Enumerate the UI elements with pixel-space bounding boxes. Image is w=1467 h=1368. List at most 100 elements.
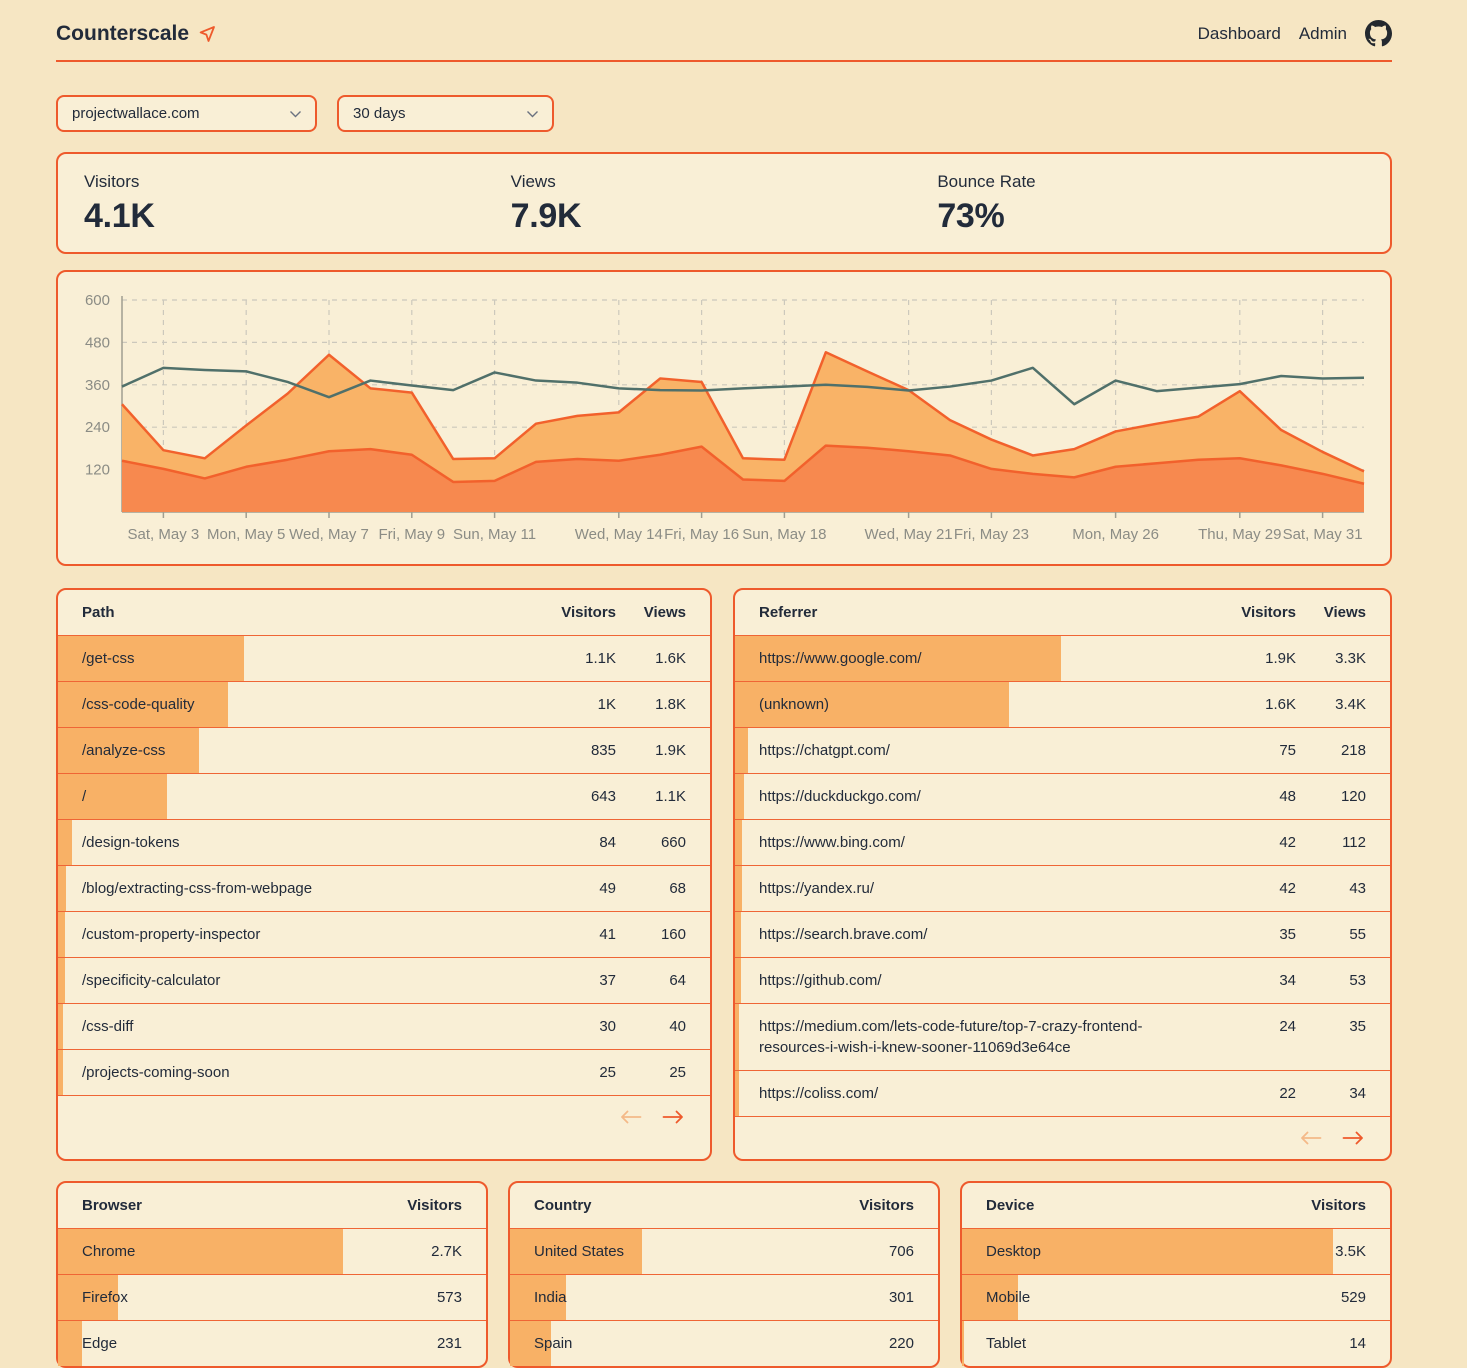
svg-text:Sun, May 18: Sun, May 18: [742, 526, 826, 543]
table-row[interactable]: https://duckduckgo.com/ 48 120: [735, 773, 1390, 819]
row-label: /specificity-calculator: [82, 972, 221, 989]
row-bar: [735, 636, 1061, 681]
row-label: https://duckduckgo.com/: [759, 788, 921, 805]
table-row[interactable]: /css-code-quality 1K 1.8K: [58, 681, 710, 727]
row-views: 68: [669, 880, 686, 897]
table-row[interactable]: Tablet 14: [962, 1320, 1390, 1366]
row-views: 160: [660, 926, 686, 943]
table-row[interactable]: Firefox 573: [58, 1274, 486, 1320]
table-row[interactable]: United States 706: [510, 1228, 938, 1274]
table-row[interactable]: /projects-coming-soon 25 25: [58, 1049, 710, 1095]
prev-page-button[interactable]: [1298, 1129, 1324, 1147]
row-visitors: 30: [599, 1018, 616, 1035]
table-body: https://www.google.com/ 1.9K 3.3K (unkno…: [735, 635, 1390, 1116]
site-select[interactable]: projectwallace.com: [56, 95, 317, 132]
row-bar: [735, 728, 749, 773]
table-row[interactable]: /design-tokens 84 660: [58, 819, 710, 865]
svg-text:Sun, May 11: Sun, May 11: [453, 526, 536, 543]
table-row[interactable]: /css-diff 30 40: [58, 1003, 710, 1049]
row-bar: [58, 1321, 83, 1366]
table-row[interactable]: https://medium.com/lets-code-future/top-…: [735, 1003, 1390, 1070]
row-visitors: 529: [1340, 1289, 1366, 1306]
nav-dashboard[interactable]: Dashboard: [1197, 23, 1281, 43]
table-row[interactable]: https://yandex.ru/ 42 43: [735, 865, 1390, 911]
table-row[interactable]: /analyze-css 835 1.9K: [58, 727, 710, 773]
row-bar: [735, 958, 741, 1003]
table-row[interactable]: Spain 220: [510, 1320, 938, 1366]
row-visitors: 3.5K: [1335, 1243, 1366, 1260]
table-body: United States 706 India 301 Spain 220: [510, 1228, 938, 1366]
svg-text:600: 600: [85, 292, 110, 309]
row-bar: [58, 728, 200, 773]
row-visitors: 835: [590, 742, 616, 759]
row-visitors: 42: [1279, 880, 1296, 897]
table-row[interactable]: https://www.bing.com/ 42 112: [735, 819, 1390, 865]
svg-text:Sat, May 3: Sat, May 3: [128, 526, 200, 543]
row-label: /blog/extracting-css-from-webpage: [82, 880, 313, 897]
prev-page-button[interactable]: [618, 1108, 644, 1126]
row-label: /: [82, 788, 87, 805]
row-views: 3.3K: [1335, 650, 1366, 667]
svg-text:Fri, May 9: Fri, May 9: [378, 526, 445, 543]
row-views: 1.9K: [655, 742, 686, 759]
table-row[interactable]: https://github.com/ 34 53: [735, 957, 1390, 1003]
github-link[interactable]: [1365, 20, 1392, 47]
row-views: 660: [660, 834, 686, 851]
svg-text:Mon, May 5: Mon, May 5: [207, 526, 285, 543]
row-bar: [58, 912, 66, 957]
filter-bar: projectwallace.com 30 days: [56, 95, 1392, 132]
nav-admin[interactable]: Admin: [1298, 23, 1347, 43]
table-row[interactable]: Mobile 529: [962, 1274, 1390, 1320]
row-bar: [58, 682, 228, 727]
table-row[interactable]: /specificity-calculator 37 64: [58, 957, 710, 1003]
chevron-down-icon: [290, 110, 301, 117]
stat-value: 73%: [937, 197, 1005, 235]
table-header: Browser Visitors: [58, 1183, 486, 1228]
row-label: Firefox: [82, 1289, 128, 1306]
table-row[interactable]: /blog/extracting-css-from-webpage 49 68: [58, 865, 710, 911]
row-label: India: [534, 1289, 567, 1306]
table-row[interactable]: / 643 1.1K: [58, 773, 710, 819]
row-label: https://yandex.ru/: [759, 880, 875, 897]
row-visitors: 25: [599, 1064, 616, 1081]
chevron-down-icon: [527, 110, 538, 117]
table-row[interactable]: https://chatgpt.com/ 75 218: [735, 727, 1390, 773]
table-row[interactable]: https://search.brave.com/ 35 55: [735, 911, 1390, 957]
row-views: 40: [669, 1018, 686, 1035]
table-header: Device Visitors: [962, 1183, 1390, 1228]
header: Counterscale Dashboard Admin: [56, 0, 1392, 62]
arrow-left-icon: [621, 1110, 642, 1124]
arrow-right-icon: [662, 1110, 683, 1124]
row-visitors: 643: [590, 788, 616, 805]
date-range-value: 30 days: [353, 105, 406, 122]
table-row[interactable]: https://www.google.com/ 1.9K 3.3K: [735, 635, 1390, 681]
tables-row: Path Visitors Views /get-css 1.1K 1.6K /…: [56, 588, 1392, 1161]
svg-text:240: 240: [85, 419, 110, 436]
table-row[interactable]: https://coliss.com/ 22 34: [735, 1070, 1390, 1116]
stat-value: 7.9K: [510, 197, 582, 235]
row-label: Chrome: [82, 1243, 136, 1260]
table-row[interactable]: /get-css 1.1K 1.6K: [58, 635, 710, 681]
row-views: 112: [1342, 834, 1366, 851]
svg-text:Wed, May 21: Wed, May 21: [865, 526, 953, 543]
row-visitors: 573: [436, 1289, 462, 1306]
referrer-table-card: Referrer Visitors Views https://www.goog…: [733, 588, 1392, 1161]
row-label: https://github.com/: [759, 972, 882, 989]
row-bar: [58, 1229, 343, 1274]
row-visitors: 34: [1279, 972, 1296, 989]
row-bar: [735, 1071, 739, 1116]
table-title: Device: [986, 1197, 1035, 1214]
row-label: (unknown): [759, 696, 830, 713]
table-row[interactable]: Chrome 2.7K: [58, 1228, 486, 1274]
next-page-button[interactable]: [1340, 1129, 1366, 1147]
table-row[interactable]: (unknown) 1.6K 3.4K: [735, 681, 1390, 727]
table-row[interactable]: India 301: [510, 1274, 938, 1320]
next-page-button[interactable]: [660, 1108, 686, 1126]
date-range-select[interactable]: 30 days: [337, 95, 554, 132]
table-row[interactable]: /custom-property-inspector 41 160: [58, 911, 710, 957]
row-views: 218: [1340, 742, 1366, 759]
table-row[interactable]: Desktop 3.5K: [962, 1228, 1390, 1274]
table-row[interactable]: Edge 231: [58, 1320, 486, 1366]
browser-table-card: Browser Visitors Chrome 2.7K Firefox 573: [56, 1181, 488, 1368]
row-label: Spain: [534, 1335, 573, 1352]
